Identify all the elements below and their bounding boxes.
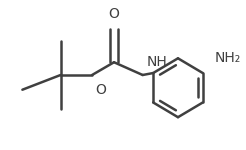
Text: NH: NH xyxy=(146,55,167,69)
Text: O: O xyxy=(108,7,120,21)
Text: O: O xyxy=(95,83,106,97)
Text: NH₂: NH₂ xyxy=(214,51,241,65)
